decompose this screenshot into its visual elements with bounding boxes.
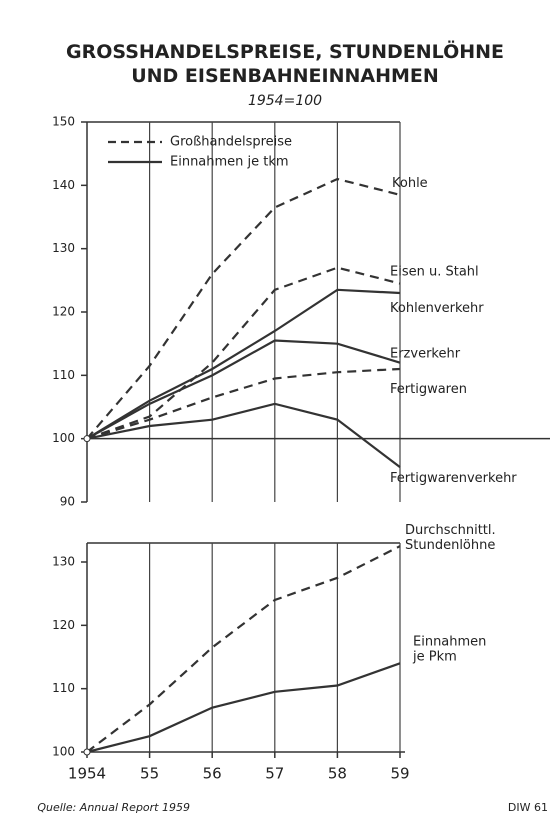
subtitle: 1954=100 bbox=[248, 93, 322, 109]
origin-dot bbox=[83, 748, 91, 756]
x-tick-label: 56 bbox=[203, 765, 222, 783]
legend-label: Großhandelspreise bbox=[170, 135, 292, 150]
x-tick-label: 58 bbox=[328, 765, 347, 783]
series-line bbox=[86, 266, 401, 440]
series-label: Eisen u. Stahl bbox=[390, 264, 479, 279]
y-tick-label: 130 bbox=[52, 555, 75, 569]
x-tick-label: 57 bbox=[265, 765, 284, 783]
legend-label: Einnahmen je tkm bbox=[170, 155, 289, 170]
y-tick-label: 140 bbox=[52, 178, 75, 192]
x-tick-label: 1954 bbox=[68, 765, 106, 783]
series-line bbox=[86, 402, 401, 469]
y-tick-label: 100 bbox=[52, 431, 75, 445]
x-tick-label: 59 bbox=[390, 765, 409, 783]
series-label: Durchschnittl. Stundenlöhne bbox=[405, 523, 496, 553]
x-tick-label: 55 bbox=[140, 765, 159, 783]
source: Quelle: Annual Report 1959 bbox=[37, 801, 190, 814]
series-line bbox=[86, 288, 401, 440]
code: DIW 61 bbox=[508, 801, 548, 814]
series-line bbox=[86, 339, 401, 440]
series-label: Kohle bbox=[392, 175, 428, 190]
series-label: Kohlenverkehr bbox=[390, 301, 484, 316]
series-line bbox=[86, 177, 401, 440]
series-line bbox=[86, 367, 401, 440]
origin-dot bbox=[83, 435, 91, 443]
series-line bbox=[86, 662, 401, 754]
series-label: Fertigwarenverkehr bbox=[390, 471, 517, 486]
y-tick-label: 100 bbox=[52, 745, 75, 759]
y-tick-label: 120 bbox=[52, 305, 75, 319]
y-tick-label: 130 bbox=[52, 241, 75, 255]
series-label: Einnahmen je Pkm bbox=[412, 634, 486, 664]
y-tick-label: 90 bbox=[60, 495, 75, 509]
series-label: Fertigwaren bbox=[390, 382, 467, 397]
y-tick-label: 150 bbox=[52, 115, 75, 129]
chart-title: GROSSHANDELSPREISE, STUNDENLÖHNE UND EISE… bbox=[66, 39, 504, 87]
series-line bbox=[86, 545, 401, 753]
series-label: Erzverkehr bbox=[390, 346, 461, 361]
y-tick-label: 110 bbox=[52, 368, 75, 382]
y-tick-label: 120 bbox=[52, 618, 75, 632]
y-tick-label: 110 bbox=[52, 681, 75, 695]
